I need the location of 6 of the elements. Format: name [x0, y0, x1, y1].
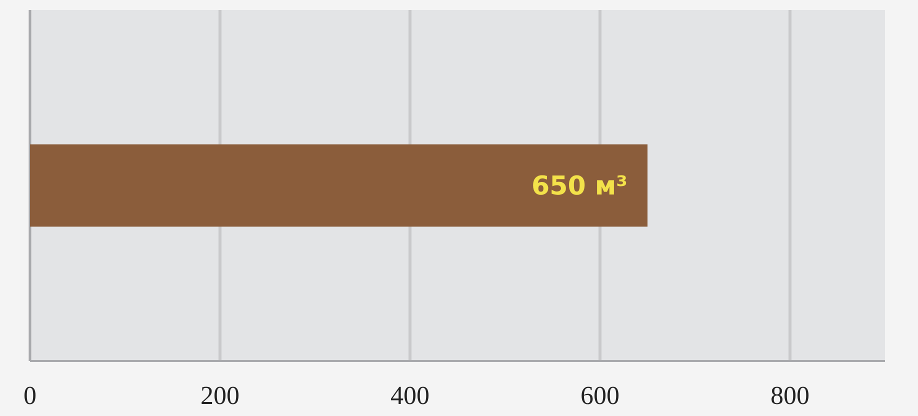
x-tick-label: 600 [580, 381, 620, 410]
x-tick-label: 400 [390, 381, 430, 410]
x-tick-label: 200 [200, 381, 240, 410]
data-label: 650 м³ [532, 172, 628, 202]
x-tick-label: 0 [24, 381, 36, 410]
x-tick-label: 800 [770, 381, 810, 410]
